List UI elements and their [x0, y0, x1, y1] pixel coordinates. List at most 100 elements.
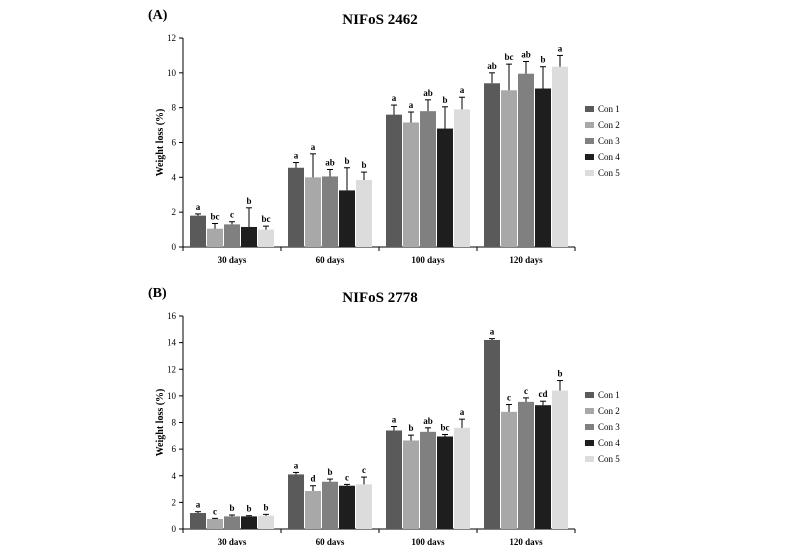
bar — [454, 427, 470, 529]
legend-swatch — [585, 408, 594, 414]
bar — [258, 229, 274, 247]
bar — [437, 436, 453, 529]
significance-label: b — [263, 502, 268, 512]
legend-label: Con 1 — [598, 104, 620, 114]
significance-label: a — [392, 414, 397, 424]
bar — [207, 519, 223, 529]
y-tick-label: 16 — [167, 311, 177, 321]
legend-label: Con 1 — [598, 390, 620, 400]
bar — [356, 484, 372, 529]
chart-panel-2: (B) NIFoS 2778 0 2 4 6 8 10 12 14 16 Weight loss (%… — [148, 286, 620, 545]
x-category-label: 30 days — [218, 537, 247, 545]
bar — [241, 516, 257, 529]
bar — [258, 515, 274, 529]
significance-label: bc — [211, 211, 220, 221]
bar — [484, 339, 500, 529]
bar — [339, 485, 355, 529]
panel-label: (A) — [148, 8, 168, 23]
y-axis-label: Weight loss (%) — [155, 389, 166, 457]
y-tick-label: 8 — [172, 103, 177, 113]
significance-label: a — [460, 407, 465, 417]
significance-label: b — [229, 503, 234, 513]
significance-label: d — [310, 474, 315, 484]
significance-label: b — [246, 504, 251, 514]
x-category-label: 100 days — [411, 537, 445, 545]
significance-label: b — [327, 467, 332, 477]
bar — [454, 109, 470, 248]
bar — [518, 73, 534, 248]
legend-swatch — [585, 138, 594, 144]
bar — [403, 440, 419, 529]
legend-label: Con 2 — [598, 406, 620, 416]
y-tick-label: 0 — [172, 524, 177, 534]
significance-label: a — [392, 93, 397, 103]
y-tick-label: 2 — [172, 207, 177, 217]
bar — [484, 83, 500, 248]
y-tick-label: 14 — [167, 338, 177, 348]
panel-label: (B) — [148, 286, 167, 301]
significance-label: cd — [539, 389, 548, 399]
significance-label: bc — [505, 52, 514, 62]
chart-title: NIFoS 2462 — [342, 12, 417, 28]
x-category-label: 100 days — [411, 255, 445, 265]
significance-label: a — [409, 100, 414, 110]
significance-label: b — [408, 423, 413, 433]
significance-label: c — [524, 386, 528, 396]
significance-label: ab — [487, 61, 497, 71]
y-tick-label: 10 — [167, 391, 177, 401]
significance-label: a — [294, 151, 299, 161]
chart-title: NIFoS 2778 — [342, 290, 417, 306]
y-tick-label: 10 — [167, 68, 177, 78]
significance-label: ab — [423, 88, 433, 98]
bar — [535, 88, 551, 247]
bar — [305, 491, 321, 529]
significance-label: a — [196, 500, 201, 510]
significance-label: a — [490, 327, 495, 337]
x-category-label: 120 days — [509, 255, 543, 265]
legend: Con 1 Con 2 Con 3 Con 4 Con 5 — [585, 104, 620, 178]
x-category-label: 120 days — [509, 537, 543, 545]
significance-label: ab — [521, 50, 531, 60]
significance-label: a — [196, 202, 201, 212]
y-tick-label: 6 — [172, 444, 177, 454]
y-tick-label: 12 — [167, 364, 176, 374]
y-tick-label: 2 — [172, 497, 177, 507]
legend-label: Con 2 — [598, 120, 620, 130]
x-category-label: 60 days — [316, 255, 345, 265]
significance-label: c — [507, 393, 511, 403]
legend-swatch — [585, 154, 594, 160]
y-tick-label: 4 — [172, 172, 177, 182]
bar — [535, 405, 551, 529]
x-category-label: 30 days — [218, 255, 247, 265]
legend-swatch — [585, 170, 594, 176]
bar — [420, 111, 436, 248]
significance-label: a — [558, 43, 563, 53]
bar — [552, 66, 568, 247]
legend-swatch — [585, 456, 594, 462]
bar — [501, 411, 517, 529]
bar — [305, 177, 321, 247]
bar — [501, 90, 517, 247]
legend-swatch — [585, 424, 594, 430]
significance-label: a — [294, 460, 299, 470]
significance-label: bc — [441, 422, 450, 432]
bar — [356, 179, 372, 247]
x-category-label: 60 days — [316, 537, 345, 545]
y-tick-label: 8 — [172, 418, 177, 428]
bar — [288, 167, 304, 247]
bar — [190, 215, 206, 247]
legend-label: Con 5 — [598, 168, 620, 178]
significance-label: c — [230, 210, 234, 220]
legend-swatch — [585, 392, 594, 398]
significance-label: a — [460, 85, 465, 95]
significance-label: bc — [262, 214, 271, 224]
significance-label: b — [557, 369, 562, 379]
significance-label: c — [213, 506, 217, 516]
bar — [420, 431, 436, 529]
legend-label: Con 3 — [598, 422, 620, 432]
bar — [552, 390, 568, 529]
legend-swatch — [585, 106, 594, 112]
bar — [518, 401, 534, 529]
